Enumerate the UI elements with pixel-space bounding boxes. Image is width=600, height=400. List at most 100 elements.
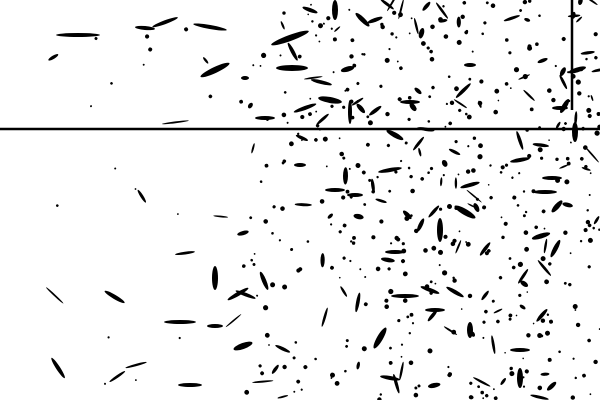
dot-mark	[456, 39, 462, 45]
dot-mark	[356, 103, 366, 114]
dot-mark	[408, 360, 414, 366]
dot-mark	[467, 203, 476, 208]
dot-mark	[400, 343, 404, 346]
dot-mark	[259, 64, 262, 67]
dot-mark	[438, 207, 443, 211]
dot-mark	[530, 394, 549, 400]
dot-mark	[342, 223, 347, 228]
dot-mark	[355, 292, 361, 313]
dot-mark	[396, 60, 399, 63]
dot-mark	[452, 276, 455, 279]
dot-mark	[114, 167, 117, 170]
dot-mark	[404, 141, 408, 145]
streak-mark	[293, 103, 317, 113]
dot-mark	[563, 281, 567, 285]
dot-mark	[310, 79, 332, 86]
dot-mark	[477, 154, 483, 160]
dot-mark	[338, 276, 341, 279]
dot-mark	[394, 170, 398, 174]
dot-mark	[244, 389, 250, 395]
dot-mark	[252, 64, 255, 67]
dot-mark	[390, 32, 394, 36]
dot-mark	[348, 8, 351, 11]
dot-mark	[314, 138, 318, 142]
dot-mark	[540, 334, 544, 338]
dot-mark	[395, 133, 399, 137]
speckle-marks	[45, 0, 600, 400]
dot-mark	[489, 196, 493, 200]
dot-mark	[583, 228, 588, 233]
dot-mark	[308, 112, 312, 116]
dot-mark	[529, 107, 534, 112]
dot-mark	[259, 271, 269, 290]
dot-mark	[109, 371, 126, 382]
dot-mark	[471, 168, 476, 173]
dot-mark	[586, 209, 589, 212]
streak-mark	[510, 157, 530, 163]
dot-mark	[472, 136, 477, 140]
dot-mark	[589, 172, 592, 175]
dot-mark	[588, 193, 591, 196]
dot-mark	[482, 336, 485, 339]
dot-mark	[509, 366, 513, 371]
streak-mark	[460, 181, 480, 189]
dot-mark	[287, 42, 298, 61]
dot-mark	[380, 257, 395, 263]
dot-mark	[497, 99, 500, 102]
dot-mark	[281, 112, 287, 118]
streak-mark	[446, 286, 464, 298]
dot-mark	[442, 173, 445, 177]
streak-mark	[510, 348, 530, 352]
dot-mark	[379, 219, 384, 224]
dot-mark	[345, 345, 349, 348]
dot-mark	[508, 317, 512, 321]
dot-mark	[263, 219, 269, 224]
dot-mark	[398, 0, 404, 20]
dot-mark	[283, 91, 287, 94]
dot-mark	[447, 204, 452, 209]
dot-mark	[546, 381, 557, 391]
dot-mark	[491, 299, 495, 303]
dot-mark	[564, 179, 570, 185]
dot-mark	[503, 15, 520, 22]
dot-mark	[203, 57, 209, 64]
dot-mark	[541, 209, 546, 214]
streak-mark	[227, 287, 249, 301]
dot-mark	[451, 329, 457, 335]
dot-mark	[577, 91, 582, 96]
dot-mark	[508, 313, 513, 318]
dot-mark	[318, 40, 321, 43]
streak-mark	[207, 324, 223, 328]
dot-mark	[413, 107, 417, 111]
dot-mark	[423, 248, 428, 253]
dot-mark	[518, 293, 522, 298]
dot-mark	[447, 365, 450, 369]
dot-mark	[338, 230, 342, 234]
dot-mark	[318, 23, 323, 29]
dot-mark	[365, 142, 370, 147]
dot-mark	[484, 309, 488, 314]
dot-mark	[551, 200, 563, 213]
dot-mark	[407, 166, 411, 170]
dot-mark	[349, 99, 354, 104]
dot-mark	[586, 0, 598, 5]
dot-mark	[531, 189, 536, 194]
dot-mark	[543, 227, 546, 230]
streak-mark	[56, 33, 100, 37]
dot-mark	[522, 0, 528, 5]
dot-mark	[56, 204, 59, 207]
dot-mark	[400, 159, 403, 163]
dot-mark	[444, 125, 447, 128]
streak-mark	[212, 266, 218, 290]
dot-mark	[483, 21, 487, 25]
dot-mark	[455, 240, 462, 254]
dot-mark	[384, 298, 389, 303]
dot-mark	[543, 238, 548, 254]
dot-mark	[537, 147, 543, 153]
dot-mark	[351, 241, 356, 245]
dot-mark	[504, 82, 509, 86]
dot-mark	[414, 18, 419, 35]
dot-mark	[524, 210, 528, 214]
dot-mark	[319, 199, 325, 204]
dot-mark	[585, 219, 591, 225]
